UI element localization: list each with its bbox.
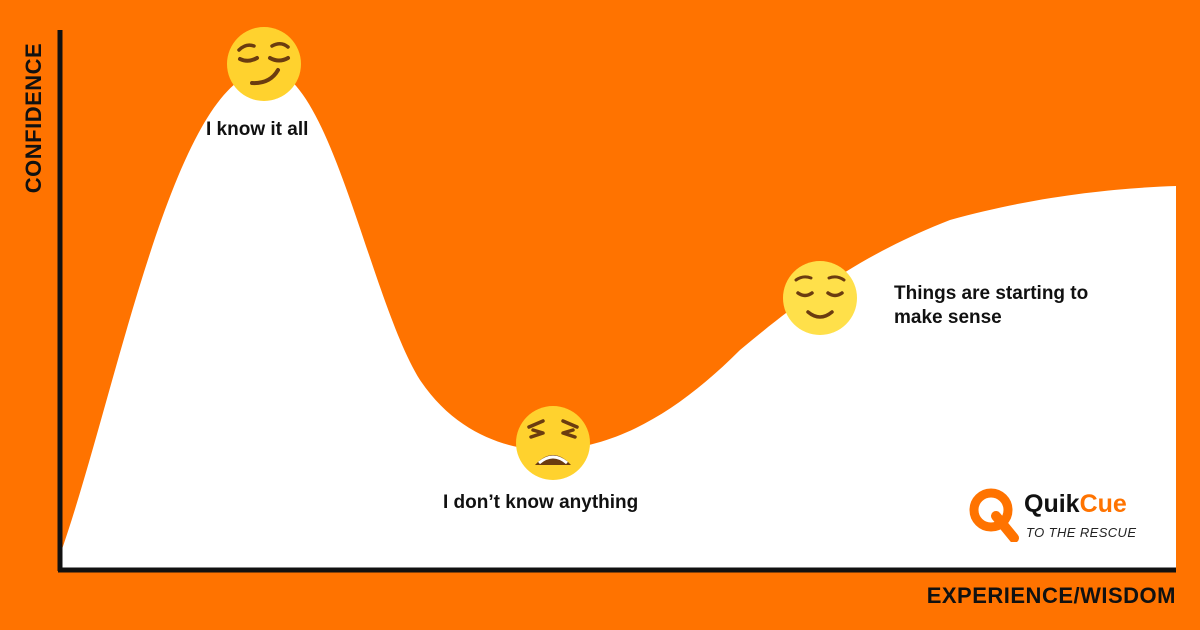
relieved-face-icon xyxy=(783,261,857,335)
stage-label-peak: I know it all xyxy=(206,119,309,140)
quikcue-logo: QuikCue TO THE RESCUE xyxy=(966,486,1166,546)
logo-word-part1: Quik xyxy=(1024,490,1080,518)
stage-label-plateau: Things are starting to make sense xyxy=(894,283,1089,328)
weary-face-icon xyxy=(516,406,590,480)
quikcue-q-logo-icon xyxy=(969,488,1019,542)
confidence-curve-area xyxy=(60,70,1176,570)
stage-label-valley: I don’t know anything xyxy=(443,492,639,513)
logo-tagline: TO THE RESCUE xyxy=(1026,525,1137,540)
smirking-face-icon xyxy=(227,27,301,101)
x-axis-title: EXPERIENCE/WISDOM xyxy=(926,583,1176,608)
y-axis-title: CONFIDENCE xyxy=(21,42,46,194)
logo-word-part2: Cue xyxy=(1079,490,1127,518)
logo-wordmark: QuikCue xyxy=(1024,490,1127,519)
